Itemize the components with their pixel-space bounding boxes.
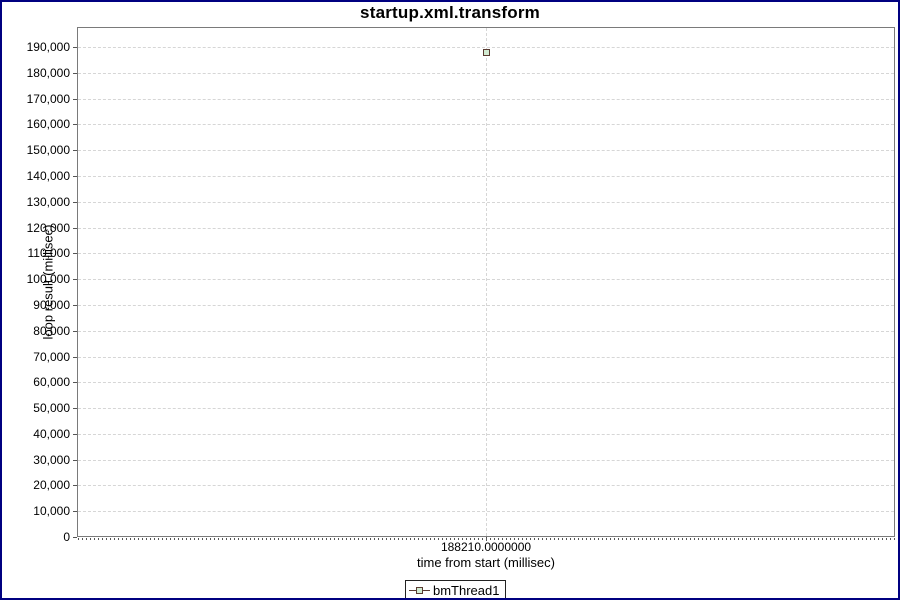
y-tick-label: 150,000 — [26, 143, 70, 157]
y-tick-label: 90,000 — [33, 298, 70, 312]
y-tick-mark — [73, 537, 77, 538]
y-tick-mark — [73, 382, 77, 383]
y-tick-mark — [73, 511, 77, 512]
chart-title: startup.xml.transform — [360, 3, 540, 22]
y-tick-mark — [73, 331, 77, 332]
y-tick-mark — [73, 124, 77, 125]
y-tick-mark — [73, 305, 77, 306]
y-tick-label: 140,000 — [26, 169, 70, 183]
legend-label: bmThread1 — [433, 582, 500, 598]
y-tick-mark — [73, 485, 77, 486]
x-gridline — [486, 28, 487, 536]
y-tick-mark — [73, 202, 77, 203]
y-tick-mark — [73, 408, 77, 409]
y-tick-mark — [73, 357, 77, 358]
y-tick-mark — [73, 434, 77, 435]
y-tick-mark — [73, 228, 77, 229]
y-tick-label: 190,000 — [26, 40, 70, 54]
y-tick-label: 10,000 — [33, 504, 70, 518]
y-tick-mark — [73, 460, 77, 461]
y-tick-label: 180,000 — [26, 66, 70, 80]
y-tick-label: 170,000 — [26, 92, 70, 106]
x-axis-minor-ticks — [78, 538, 895, 540]
y-tick-mark — [73, 150, 77, 151]
y-tick-mark — [73, 176, 77, 177]
data-point-marker — [483, 49, 490, 56]
legend-series-marker-icon — [409, 585, 430, 596]
y-tick-label: 60,000 — [33, 375, 70, 389]
x-axis-label: time from start (millisec) — [417, 555, 555, 570]
y-tick-label: 30,000 — [33, 453, 70, 467]
y-tick-mark — [73, 279, 77, 280]
y-tick-label: 120,000 — [26, 221, 70, 235]
y-tick-label: 130,000 — [26, 195, 70, 209]
y-tick-label: 40,000 — [33, 427, 70, 441]
y-tick-label: 70,000 — [33, 350, 70, 364]
x-tick-label: 188210.0000000 — [440, 540, 532, 554]
y-tick-label: 160,000 — [26, 117, 70, 131]
y-tick-label: 110,000 — [27, 246, 71, 260]
y-tick-mark — [73, 73, 77, 74]
legend-square-icon — [416, 586, 423, 594]
y-tick-label: 50,000 — [33, 401, 70, 415]
y-tick-mark — [73, 47, 77, 48]
y-tick-label: 20,000 — [33, 478, 70, 492]
legend: bmThread1 — [405, 580, 507, 598]
y-tick-mark — [73, 253, 77, 254]
y-tick-label: 100,000 — [26, 272, 70, 286]
y-tick-label: 0 — [63, 530, 70, 544]
y-tick-label: 80,000 — [33, 324, 70, 338]
y-tick-mark — [73, 99, 77, 100]
